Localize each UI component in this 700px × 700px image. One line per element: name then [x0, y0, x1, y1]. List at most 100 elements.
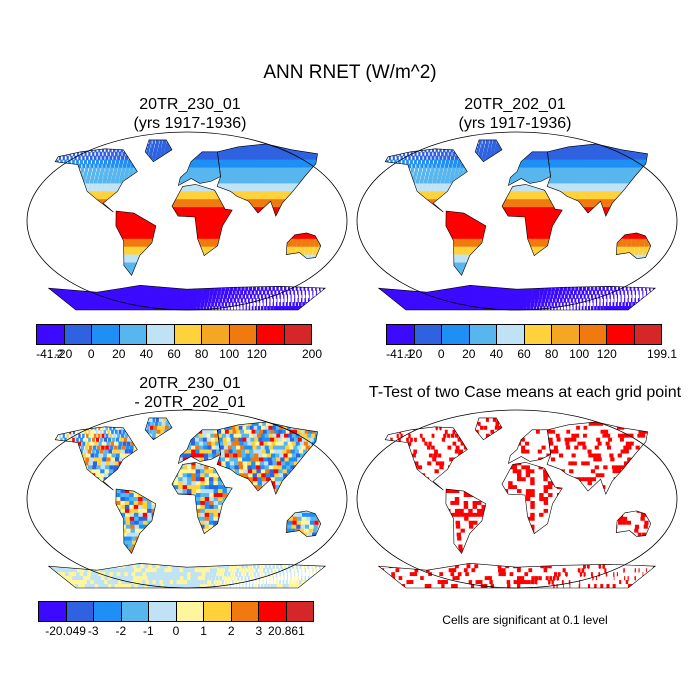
- grid-cell: [182, 230, 188, 236]
- grid-cell: [68, 262, 75, 268]
- grid-cell: [537, 139, 543, 145]
- grid-cell: [259, 278, 263, 283]
- grid-cell: [61, 191, 66, 196]
- grid-cell: [309, 179, 316, 185]
- grid-cell: [48, 282, 56, 287]
- grid-cell: [200, 238, 206, 244]
- grid-cell: [124, 294, 131, 299]
- grid-cell: [324, 254, 326, 260]
- grid-cell: [517, 171, 522, 177]
- grid-cell: [538, 195, 544, 200]
- grid-cell: [289, 183, 296, 188]
- grid-cell: [533, 179, 539, 185]
- grid-cell: [469, 191, 474, 196]
- grid-cell: [195, 171, 201, 177]
- grid-cell: [216, 262, 222, 268]
- grid-cell: [165, 250, 171, 256]
- grid-cell: [320, 211, 326, 216]
- grid-cell: [44, 160, 46, 165]
- grid-cell: [266, 199, 272, 204]
- grid-cell: [398, 139, 401, 145]
- grid-cell: [366, 223, 371, 228]
- grid-cell: [280, 215, 286, 220]
- grid-cell: [335, 179, 341, 184]
- grid-cell: [108, 298, 116, 303]
- grid-cell: [301, 238, 307, 244]
- grid-cell: [200, 203, 206, 208]
- grid-cell: [388, 226, 394, 232]
- grid-cell: [171, 282, 176, 287]
- grid-cell: [589, 139, 598, 141]
- grid-cell: [178, 262, 184, 268]
- grid-cell: [543, 195, 549, 200]
- grid-cell: [68, 143, 70, 149]
- grid-cell: [432, 207, 438, 212]
- grid-cell: [311, 258, 315, 264]
- grid-cell: [251, 254, 257, 260]
- grid-cell: [277, 187, 284, 192]
- grid-cell: [468, 211, 474, 216]
- grid-cell: [64, 274, 71, 279]
- grid-cell: [551, 191, 557, 196]
- grid-cell: [259, 179, 265, 185]
- grid-cell: [598, 147, 605, 153]
- grid-cell: [335, 263, 338, 268]
- grid-cell: [287, 199, 294, 204]
- grid-cell: [208, 143, 214, 149]
- grid-cell: [169, 242, 175, 248]
- grid-cell: [89, 211, 95, 216]
- grid-cell: [65, 151, 68, 157]
- grid-cell: [187, 226, 193, 232]
- grid-cell: [195, 163, 200, 169]
- grid-cell: [248, 274, 253, 279]
- grid-cell: [50, 278, 57, 283]
- grid-cell: [451, 139, 454, 145]
- grid-cell: [44, 191, 48, 196]
- grid-cell: [119, 179, 124, 185]
- grid-cell: [629, 139, 639, 141]
- grid-cell: [613, 203, 620, 208]
- grid-cell: [529, 163, 534, 169]
- grid-cell: [114, 258, 120, 264]
- grid-cell: [134, 242, 140, 248]
- grid-cell: [183, 155, 188, 161]
- grid-cell: [286, 254, 291, 260]
- grid-cell: [330, 274, 332, 279]
- grid-cell: [366, 227, 371, 232]
- grid-cell: [489, 139, 493, 145]
- grid-cell: [143, 191, 149, 196]
- grid-cell: [502, 147, 507, 153]
- grid-cell: [218, 222, 224, 228]
- grid-cell: [641, 171, 648, 177]
- grid-cell: [495, 195, 501, 200]
- grid-cell: [319, 155, 326, 161]
- grid-cell: [183, 286, 188, 291]
- grid-cell: [550, 175, 556, 181]
- grid-cell: [265, 195, 272, 200]
- grid-cell: [592, 222, 598, 228]
- grid-cell: [52, 175, 57, 181]
- grid-cell: [589, 183, 596, 188]
- grid-cell: [612, 171, 619, 177]
- grid-cell: [477, 222, 483, 228]
- grid-cell: [207, 278, 212, 283]
- grid-cell: [491, 143, 496, 149]
- grid-cell: [48, 155, 50, 161]
- grid-cell: [645, 211, 651, 216]
- grid-cell: [240, 230, 246, 236]
- grid-cell: [259, 258, 264, 264]
- grid-cell: [609, 199, 615, 204]
- grid-cell: [566, 167, 572, 173]
- grid-cell: [636, 183, 643, 188]
- grid-cell: [326, 282, 328, 287]
- grid-cell: [77, 246, 84, 252]
- grid-cell: [161, 298, 167, 303]
- grid-cell: [158, 163, 164, 169]
- grid-cell: [40, 223, 45, 228]
- grid-cell: [234, 159, 240, 165]
- grid-cell: [147, 250, 154, 256]
- grid-cell: [254, 175, 260, 181]
- grid-cell: [470, 179, 475, 185]
- grid-cell: [178, 195, 184, 200]
- grid-cell: [366, 231, 371, 236]
